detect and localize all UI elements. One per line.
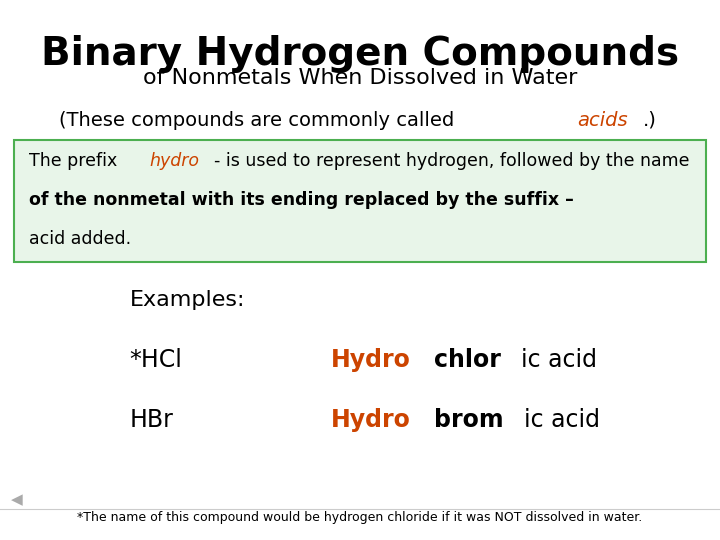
Text: Binary Hydrogen Compounds: Binary Hydrogen Compounds (41, 35, 679, 73)
Text: ic acid: ic acid (524, 408, 600, 431)
Text: (These compounds are commonly called: (These compounds are commonly called (59, 111, 461, 130)
FancyBboxPatch shape (14, 140, 706, 262)
Text: .): .) (643, 111, 657, 130)
Text: hydro: hydro (150, 152, 199, 170)
Text: of the nonmetal with its ending replaced by the suffix –: of the nonmetal with its ending replaced… (29, 191, 574, 209)
Text: chlor: chlor (434, 348, 501, 372)
Text: *The name of this compound would be hydrogen chloride if it was NOT dissolved in: *The name of this compound would be hydr… (77, 511, 643, 524)
Text: HBr: HBr (130, 408, 174, 431)
Text: ◀: ◀ (11, 492, 22, 507)
Text: acids: acids (577, 111, 628, 130)
Text: The prefix: The prefix (29, 152, 122, 170)
Text: *HCl: *HCl (130, 348, 182, 372)
Text: Examples:: Examples: (130, 290, 245, 310)
Text: brom: brom (434, 408, 504, 431)
Text: ic acid: ic acid (521, 348, 597, 372)
Text: Hydro: Hydro (331, 348, 411, 372)
Text: - is used to represent hydrogen, followed by the name: - is used to represent hydrogen, followe… (215, 152, 690, 170)
Text: Hydro: Hydro (331, 408, 411, 431)
Text: acid added.: acid added. (29, 230, 131, 248)
Text: of Nonmetals When Dissolved in Water: of Nonmetals When Dissolved in Water (143, 68, 577, 87)
